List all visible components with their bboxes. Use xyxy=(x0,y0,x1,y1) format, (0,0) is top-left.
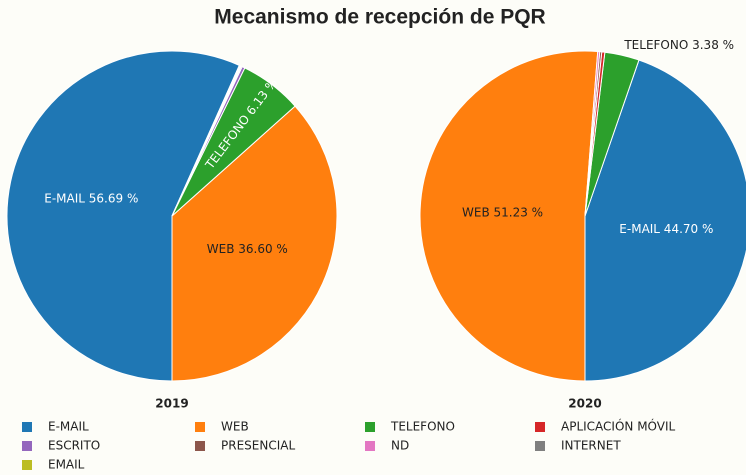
pie-slice xyxy=(584,50,601,217)
legend-label: TELEFONO xyxy=(390,420,455,434)
chart-title: Mecanismo de recepción de PQR xyxy=(214,6,545,29)
legend-swatch xyxy=(365,441,375,451)
pie-slice xyxy=(419,50,599,382)
legend-swatch xyxy=(22,441,32,451)
pie-slice xyxy=(171,64,241,217)
legend-swatch xyxy=(535,441,545,451)
legend-label: EMAIL xyxy=(48,458,85,472)
pie-slice xyxy=(6,50,240,382)
legend-swatch xyxy=(22,422,32,432)
data-label: E-MAIL 44.70 % xyxy=(619,222,713,236)
data-label: E-MAIL 56.69 % xyxy=(44,191,138,205)
legend-swatch xyxy=(365,422,375,432)
legend-label: APLICACIÓN MÓVIL xyxy=(561,419,676,434)
data-label: WEB 36.60 % xyxy=(207,242,288,256)
legend-swatch xyxy=(535,422,545,432)
legend-label: ND xyxy=(391,439,409,453)
data-label: WEB 51.23 % xyxy=(462,205,543,219)
legend-label: WEB xyxy=(221,420,249,434)
legend-swatch xyxy=(22,460,32,470)
legend-label: E-MAIL xyxy=(48,420,89,434)
data-label: TELEFONO 3.38 % xyxy=(623,38,734,52)
legend-swatch xyxy=(195,441,205,451)
pie-title: 2020 xyxy=(568,397,601,411)
pie-title: 2019 xyxy=(155,397,188,411)
legend-label: ESCRITO xyxy=(48,439,100,453)
pie-slice xyxy=(584,59,746,382)
pie-slice xyxy=(171,105,338,382)
legend-label: PRESENCIAL xyxy=(221,439,295,453)
legend-label: INTERNET xyxy=(561,439,621,453)
legend-swatch xyxy=(195,422,205,432)
